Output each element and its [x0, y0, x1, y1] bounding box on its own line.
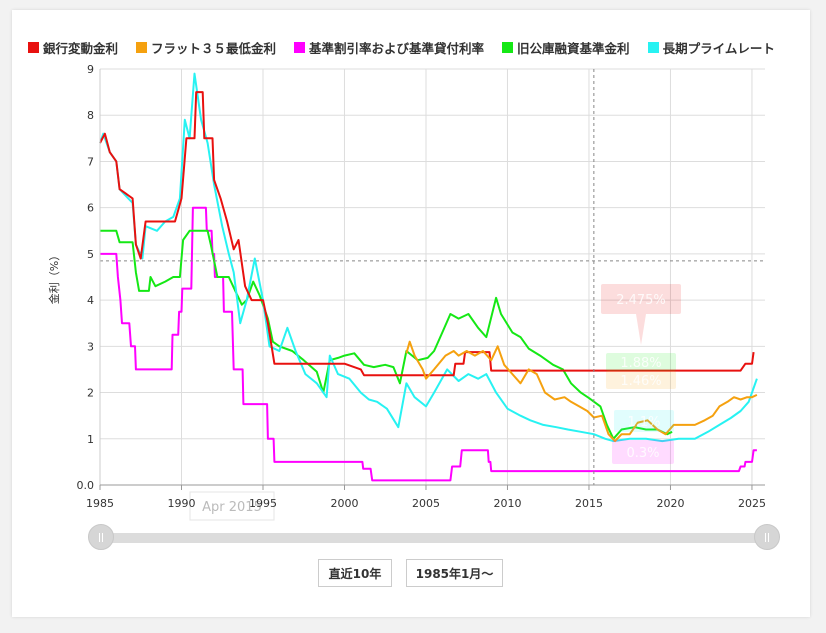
crosshair: Apr 2015: [100, 69, 765, 521]
recent-10-years-button[interactable]: 直近10年: [318, 559, 392, 587]
tooltip-box: [601, 284, 681, 314]
series-line-3: [99, 91, 755, 377]
series-layer: [99, 72, 758, 482]
x-tick-label: 1995: [249, 497, 277, 510]
x-tick-label: 2015: [575, 497, 603, 510]
legend-item-former-koko-rate[interactable]: 旧公庫融資基準金利: [502, 38, 630, 57]
tooltip-value: 0.3%: [626, 446, 659, 461]
tooltip-2: 1.46%: [606, 371, 676, 389]
tooltips: 2.475% 1.88% 1.46% 1.1% 0.3%: [601, 284, 681, 464]
x-tick-label: 2025: [738, 497, 766, 510]
date-range-slider[interactable]: [88, 524, 780, 552]
y-tick-label: 0.0: [77, 479, 95, 492]
slider-right-handle[interactable]: [754, 524, 780, 550]
since-1985-button[interactable]: 1985年1月〜: [406, 559, 503, 587]
tooltip-box: [606, 371, 676, 389]
y-tick-label: 7: [87, 155, 94, 168]
chart-card: [12, 10, 810, 617]
crosshair-date-label: Apr 2015: [202, 500, 262, 515]
legend-swatch: [28, 41, 39, 53]
tooltip-box: [614, 410, 674, 432]
slider-track[interactable]: [100, 533, 768, 543]
legend-item-long-term-prime-rate[interactable]: 長期プライムレート: [647, 38, 775, 57]
crosshair-date-box: [189, 491, 275, 521]
y-axis-label: 金利（%）: [47, 250, 61, 304]
tooltip-value: 1.1%: [627, 415, 660, 430]
y-tick-label: 3: [87, 340, 94, 353]
axes: 0.0 1 2 3 4 5 6 7 8 9 1985 1990 1995 2000 2005 2010 2015…: [47, 63, 766, 510]
x-tick-label: 1990: [167, 497, 195, 510]
legend-item-base-discount-rate[interactable]: 基準割引率および基準貸付利率: [294, 38, 484, 57]
legend-label: 基準割引率および基準貸付利率: [309, 40, 485, 56]
chart-legend: 銀行変動金利 フラット３５最低金利 基準割引率および基準貸付利率 旧公庫融資基準…: [28, 38, 775, 56]
legend-swatch: [294, 41, 306, 53]
tooltip-0: 2.475%: [601, 284, 681, 314]
legend-item-bank-variable-rate[interactable]: 銀行変動金利: [28, 38, 118, 57]
slider-left-handle[interactable]: [88, 524, 114, 550]
legend-swatch: [502, 41, 514, 53]
series-line-1: [100, 229, 673, 440]
y-tick-label: 2: [87, 387, 94, 400]
legend-item-flat35-min-rate[interactable]: フラット３５最低金利: [136, 38, 276, 57]
y-tick-label: 4: [87, 294, 94, 307]
tooltip-4: 0.3%: [612, 440, 674, 464]
y-tick-label: 8: [87, 109, 94, 122]
x-tick-label: 2005: [412, 497, 440, 510]
legend-swatch: [136, 41, 148, 53]
y-tick-label: 1: [87, 433, 94, 446]
legend-label: 旧公庫融資基準金利: [517, 40, 630, 56]
x-tick-label: 2020: [656, 497, 684, 510]
x-tick-label: 1985: [86, 497, 114, 510]
series-line-0: [100, 206, 757, 482]
series-line-2: [99, 72, 758, 443]
legend-label: 銀行変動金利: [43, 40, 119, 56]
tooltip-value: 1.88%: [620, 356, 661, 371]
tooltip-value: 1.46%: [620, 374, 661, 389]
tooltip-value: 2.475%: [616, 293, 666, 308]
y-tick-label: 9: [87, 63, 94, 76]
tooltip-pointer: [636, 314, 646, 345]
series-line-4: [405, 340, 758, 443]
tooltip-box: [606, 353, 676, 371]
y-tick-label: 6: [87, 202, 94, 215]
legend-label: 長期プライムレート: [662, 40, 775, 56]
tooltip-1: 1.88%: [606, 353, 676, 371]
x-tick-label: 2000: [330, 497, 358, 510]
legend-swatch: [647, 41, 659, 53]
tooltip-box: [612, 440, 674, 464]
y-tick-label: 5: [87, 248, 94, 261]
x-tick-label: 2010: [493, 497, 521, 510]
legend-label: フラット３５最低金利: [151, 40, 277, 56]
tooltip-3: 1.1%: [614, 410, 674, 432]
